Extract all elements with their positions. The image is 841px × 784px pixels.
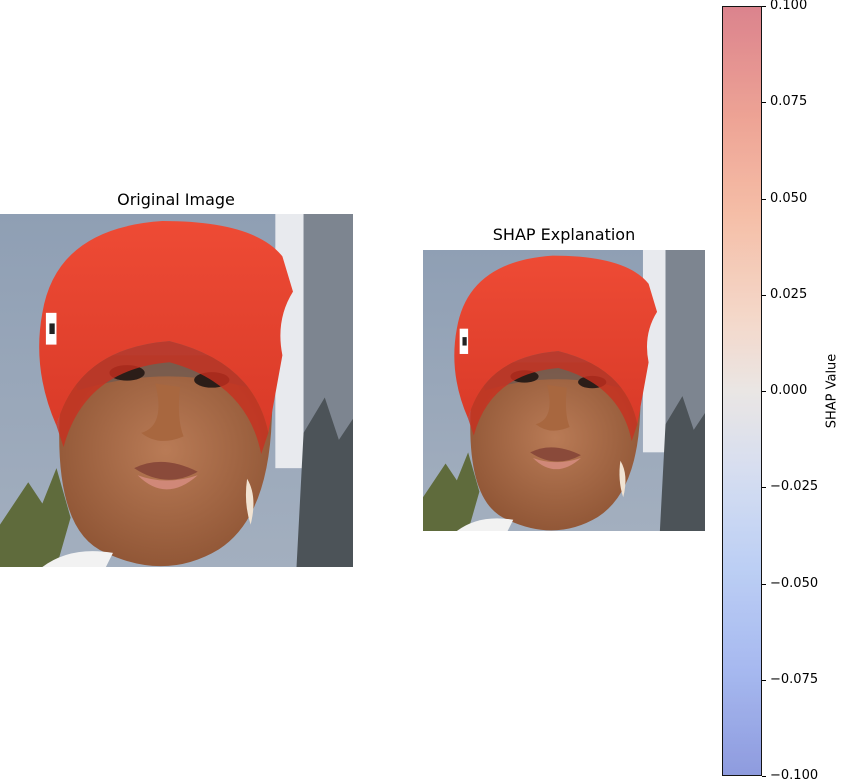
colorbar-tick-label: 0.000	[770, 383, 808, 398]
original-image-title: Original Image	[117, 190, 235, 209]
colorbar-axis-label: SHAP Value	[824, 353, 840, 429]
colorbar-tick-label: −0.100	[770, 768, 819, 783]
shap-colorbar	[722, 6, 762, 776]
colorbar-tick-label: −0.025	[770, 479, 819, 495]
colorbar-tick-label: 0.025	[770, 286, 808, 302]
colorbar-tick-label: 0.100	[770, 0, 808, 13]
colorbar-tick-mark	[762, 102, 766, 104]
colorbar-tick-mark	[762, 679, 766, 681]
colorbar-tick-mark	[762, 391, 766, 392]
colorbar-tick-label: −0.075	[770, 671, 819, 687]
original-face-photo	[0, 214, 353, 567]
colorbar-tick-mark	[762, 294, 766, 296]
shap-explanation-photo	[423, 250, 705, 531]
colorbar-tick-mark	[762, 776, 766, 777]
colorbar-tick-mark	[762, 198, 766, 200]
colorbar-tick-label: 0.050	[770, 190, 808, 206]
colorbar-tick-mark	[762, 6, 766, 7]
colorbar-tick-label: 0.075	[770, 94, 808, 110]
shap-explanation-title: SHAP Explanation	[492, 225, 636, 244]
colorbar-tick-label: −0.050	[770, 575, 819, 591]
colorbar-tick-mark	[762, 583, 766, 585]
colorbar-tick-mark	[762, 487, 766, 489]
